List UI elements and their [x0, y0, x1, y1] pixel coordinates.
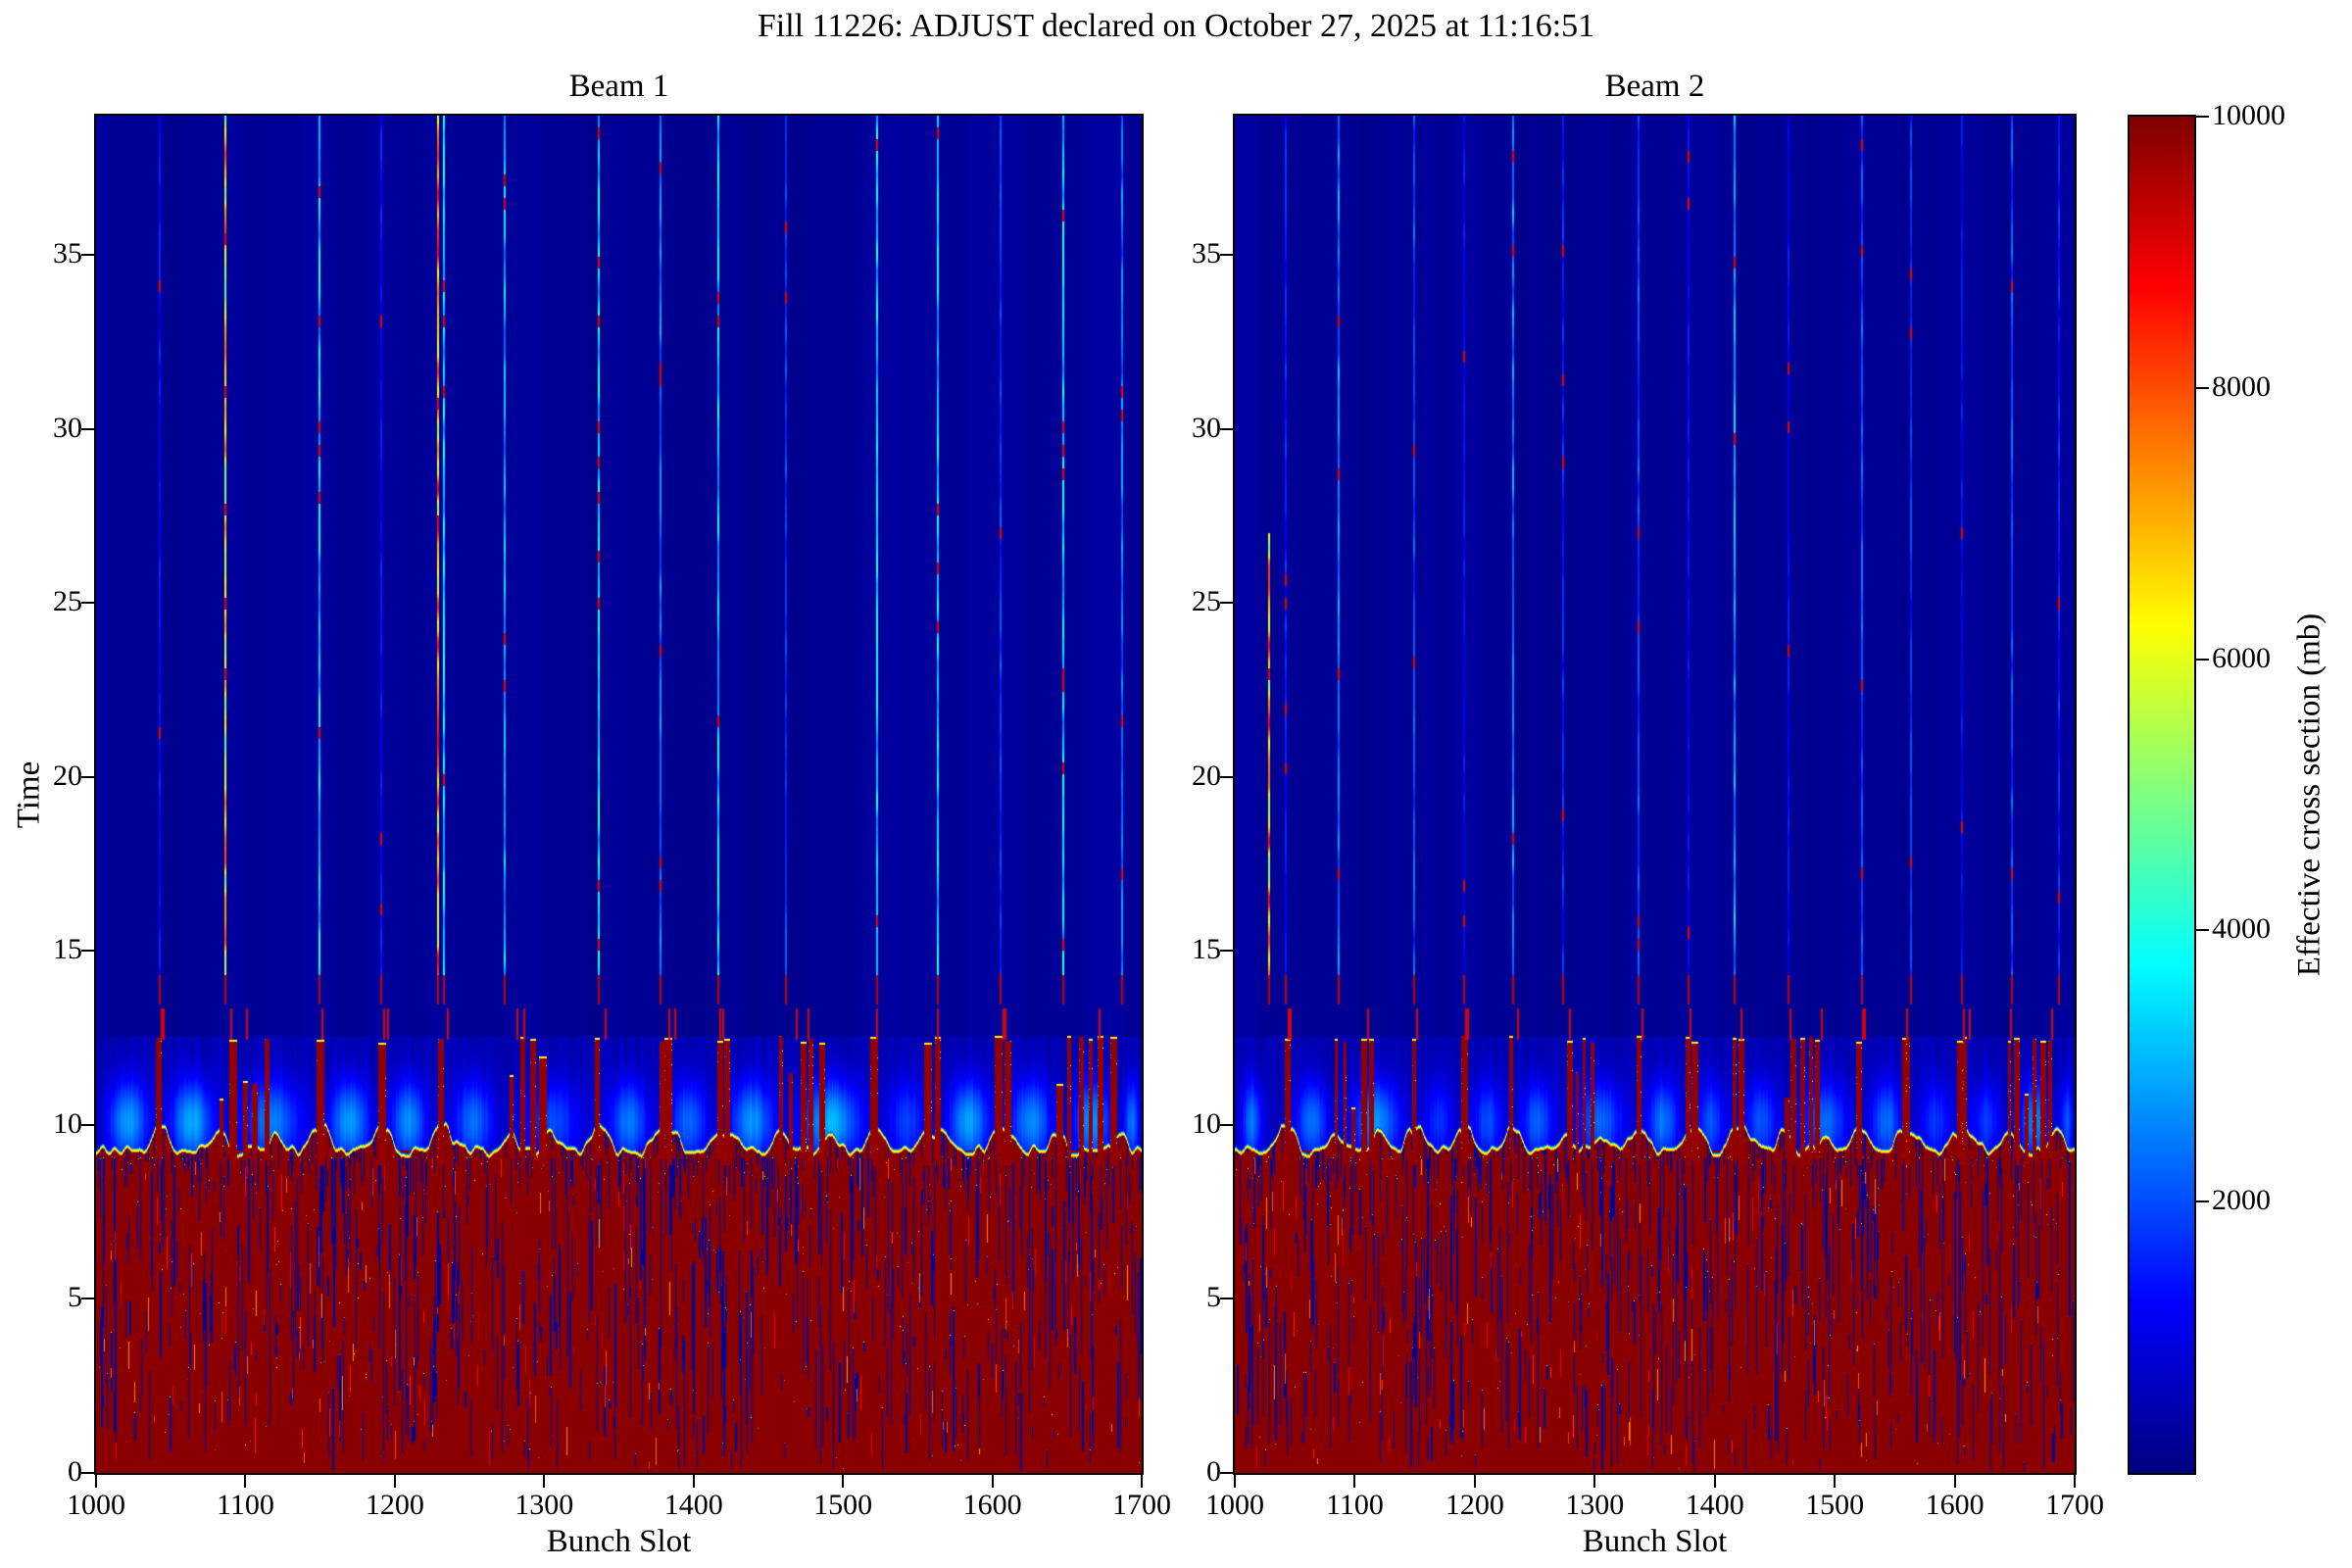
beam2-xtick-1500 [1834, 1475, 1837, 1488]
beam2-xtick-1200 [1473, 1475, 1476, 1488]
beam1-xtick-label-1700: 1700 [1112, 1489, 1171, 1521]
beam2-ytick-0 [1220, 1472, 1233, 1474]
beam2-xtick-label-1500: 1500 [1805, 1489, 1865, 1521]
beam1-ytick-5 [81, 1298, 94, 1300]
beam2-title: Beam 2 [1604, 69, 1705, 104]
colorbar-tick-8000 [2196, 386, 2209, 389]
beam2-ytick-30 [1220, 427, 1233, 430]
beam1-xtick-1000 [95, 1475, 97, 1488]
beam2-xtick-label-1700: 1700 [2045, 1489, 2104, 1521]
beam1-ytick-35 [81, 254, 94, 257]
beam1-panel [94, 114, 1144, 1475]
beam1-xtick-label-1200: 1200 [365, 1489, 424, 1521]
beam2-xtick-1400 [1713, 1475, 1716, 1488]
beam2-ytick-25 [1220, 602, 1233, 605]
beam2-xtick-label-1100: 1100 [1325, 1489, 1384, 1521]
beam2-ytick-label-35: 35 [1192, 237, 1221, 270]
beam2-ytick-15 [1220, 950, 1233, 953]
beam2-ytick-label-30: 30 [1192, 411, 1221, 444]
colorbar-gradient-canvas [2130, 117, 2194, 1473]
beam1-ytick-25 [81, 602, 94, 605]
beam1-title: Beam 1 [568, 69, 669, 104]
beam1-xtick-1600 [991, 1475, 994, 1488]
beam1-ytick-0 [81, 1472, 94, 1474]
beam1-xtick-label-1000: 1000 [67, 1489, 125, 1521]
beam1-xtick-1100 [244, 1475, 247, 1488]
beam1-xtick-label-1600: 1600 [962, 1489, 1022, 1521]
colorbar [2128, 115, 2196, 1475]
beam1-ytick-label-10: 10 [53, 1106, 82, 1140]
beam2-xtick-label-1200: 1200 [1445, 1489, 1504, 1521]
beam2-ytick-label-10: 10 [1192, 1106, 1221, 1140]
beam1-heatmap-canvas [96, 116, 1142, 1473]
beam1-ytick-label-15: 15 [53, 933, 82, 966]
beam1-ytick-label-30: 30 [53, 411, 82, 444]
beam1-ytick-30 [81, 427, 94, 430]
colorbar-tick-4000 [2196, 929, 2209, 932]
beam2-ytick-label-25: 25 [1192, 585, 1221, 618]
beam2-ytick-label-0: 0 [1206, 1455, 1221, 1488]
beam1-xtick-label-1300: 1300 [514, 1489, 574, 1521]
colorbar-tick-6000 [2196, 658, 2209, 661]
beam2-xtick-1000 [1234, 1475, 1236, 1488]
colorbar-tick-10000 [2196, 116, 2209, 118]
beam1-xtick-1400 [692, 1475, 695, 1488]
beam2-xtick-label-1400: 1400 [1685, 1489, 1744, 1521]
beam1-xtick-label-1100: 1100 [216, 1489, 274, 1521]
beam2-xtick-1300 [1593, 1475, 1596, 1488]
beam1-xtick-1300 [543, 1475, 546, 1488]
beam1-ytick-label-35: 35 [53, 237, 82, 270]
colorbar-tick-label-10000: 10000 [2212, 99, 2285, 131]
beam2-ytick-10 [1220, 1123, 1233, 1126]
beam2-panel [1233, 114, 2077, 1475]
beam1-xtick-1700 [1141, 1475, 1143, 1488]
beam1-ytick-15 [81, 950, 94, 953]
beam1-xtick-1200 [393, 1475, 396, 1488]
beam1-ytick-label-20: 20 [53, 759, 82, 792]
beam1-xtick-1500 [842, 1475, 845, 1488]
beam2-xtick-label-1600: 1600 [1925, 1489, 1984, 1521]
beam1-ytick-label-25: 25 [53, 585, 82, 618]
colorbar-tick-label-8000: 8000 [2212, 369, 2271, 403]
colorbar-tick-label-4000: 4000 [2212, 912, 2271, 946]
beam2-xtick-label-1000: 1000 [1205, 1489, 1264, 1521]
beam2-xtick-label-1300: 1300 [1565, 1489, 1625, 1521]
beam1-xtick-label-1400: 1400 [663, 1489, 723, 1521]
beam2-ytick-20 [1220, 775, 1233, 778]
beam1-xtick-label-1500: 1500 [813, 1489, 873, 1521]
beam2-xtick-1600 [1953, 1475, 1956, 1488]
beam1-ytick-20 [81, 775, 94, 778]
beam2-xtick-1100 [1353, 1475, 1356, 1488]
beam2-xtick-1700 [2074, 1475, 2076, 1488]
beam1-x-axis-label: Bunch Slot [546, 1524, 692, 1559]
colorbar-tick-2000 [2196, 1200, 2209, 1203]
beam2-x-axis-label: Bunch Slot [1582, 1524, 1728, 1559]
beam2-ytick-35 [1220, 254, 1233, 257]
figure-title: Fill 11226: ADJUST declared on October 2… [757, 8, 1595, 44]
beam2-ytick-label-5: 5 [1206, 1281, 1221, 1314]
beam2-heatmap-canvas [1235, 116, 2075, 1473]
beam1-ytick-label-5: 5 [68, 1281, 82, 1314]
colorbar-tick-label-2000: 2000 [2212, 1184, 2271, 1217]
beam1-ytick-10 [81, 1123, 94, 1126]
beam2-ytick-5 [1220, 1298, 1233, 1300]
beam2-ytick-label-15: 15 [1192, 933, 1221, 966]
beam2-ytick-label-20: 20 [1192, 759, 1221, 792]
beam1-ytick-label-0: 0 [68, 1455, 82, 1488]
colorbar-tick-label-6000: 6000 [2212, 641, 2271, 674]
